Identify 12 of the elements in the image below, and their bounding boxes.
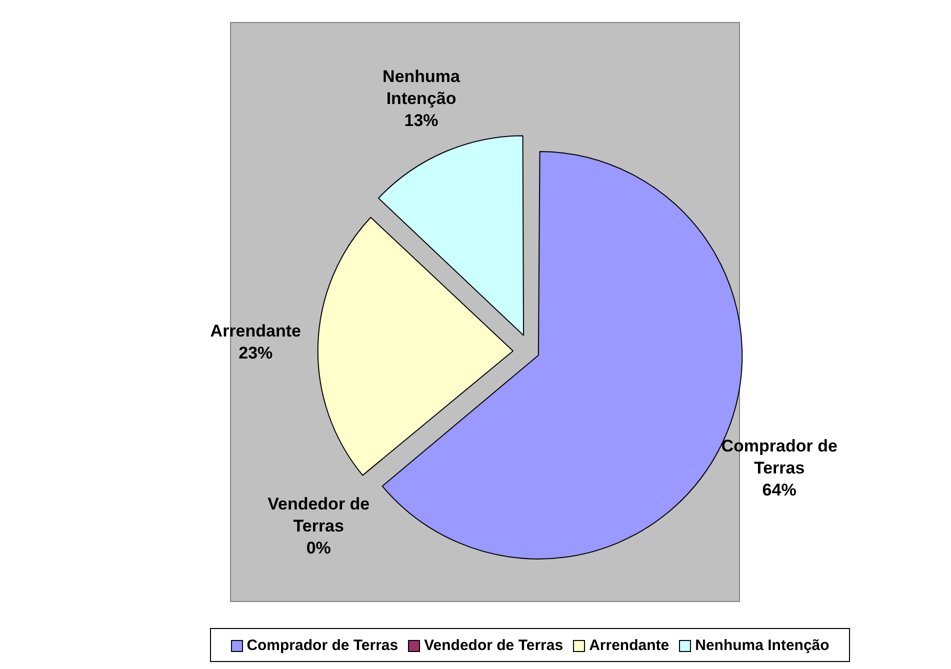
slice-label: Arrendante bbox=[210, 322, 301, 341]
legend-label: Arrendante bbox=[588, 636, 670, 654]
slice-label: Nenhuma Intenção bbox=[382, 66, 461, 108]
data-label: 13% bbox=[404, 110, 438, 130]
legend-label: Vendedor de Terras bbox=[423, 636, 564, 654]
category-label: Vendedor de Terras bbox=[268, 494, 370, 536]
slice-label: Comprador de Terras bbox=[721, 436, 838, 478]
legend-label: Nenhuma Intenção bbox=[694, 636, 830, 654]
data-label: 64% bbox=[762, 480, 796, 500]
text: 0% bbox=[306, 538, 331, 558]
legend-label: Comprador de Terras bbox=[246, 636, 398, 654]
data-label: 23% bbox=[238, 344, 273, 363]
